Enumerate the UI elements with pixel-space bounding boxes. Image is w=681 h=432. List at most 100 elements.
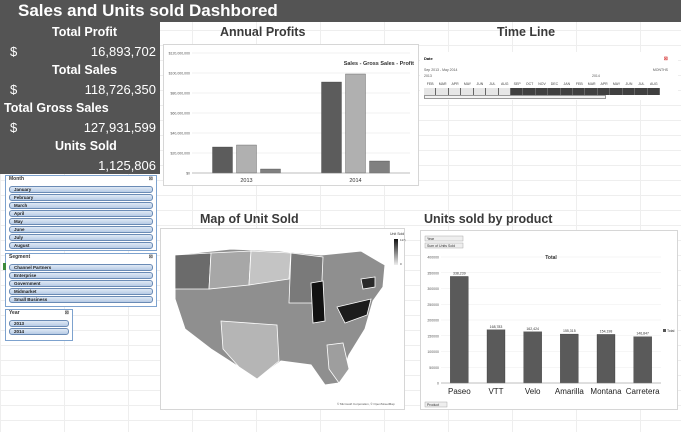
timeline-month-cell[interactable] — [535, 88, 549, 95]
month-slicer-item[interactable]: March — [9, 202, 153, 209]
dashboard-title: Sales and Units sold Dashbored — [18, 1, 278, 20]
segment-slicer-item[interactable]: Enterprise — [9, 272, 153, 279]
year-slicer-header: Year ⊠ — [6, 310, 72, 319]
month-slicer-header: Month ⊠ — [6, 176, 156, 185]
bar-velo[interactable] — [523, 331, 542, 384]
timeline-month-cell[interactable] — [473, 88, 487, 95]
total-sales-label: Total Sales — [52, 63, 118, 77]
units-by-product-chart-panel[interactable]: 0 50000 100000 150000 200000 250000 300000 3500… — [420, 230, 678, 410]
clear-filter-icon[interactable]: ⊠ — [148, 254, 153, 260]
total-gross-sales-value: 127,931,599 — [83, 120, 156, 135]
timeline-month-label: OCT — [525, 82, 534, 86]
map-legend-title: Unit Sold — [390, 232, 404, 236]
bar-gross-sales-2013[interactable] — [236, 144, 257, 174]
y-tick-label: $80,000,000 — [171, 92, 191, 96]
timeline-unit-selector[interactable]: MONTHS — [652, 68, 668, 72]
total-sales-currency: $ — [10, 82, 18, 97]
timeline-month-cell[interactable] — [597, 88, 611, 95]
segment-slicer[interactable]: Segment ⊠ Channel Partners Enterprise Gove… — [5, 253, 157, 307]
map-panel[interactable]: Unit Sold 117,000 0 © Microsoft Corporat… — [160, 228, 411, 410]
segment-slicer-item[interactable]: Government — [9, 280, 153, 287]
data-label: 338,239 — [453, 271, 466, 275]
timeline-month-cell[interactable] — [610, 88, 623, 95]
timeline-month-cell[interactable] — [424, 88, 437, 95]
year-slicer-item[interactable]: 2013 — [9, 320, 69, 327]
segment-slicer-item[interactable]: Small Business — [9, 296, 153, 303]
month-slicer-item[interactable]: April — [9, 210, 153, 217]
bar-profit-2013[interactable] — [260, 168, 281, 174]
month-slicer-title: Month — [9, 176, 24, 182]
state-region-plains — [248, 250, 292, 286]
annual-profits-chart-panel[interactable]: $0 $20,000,000 $40,000,000 $60,000,000 $80,0… — [163, 44, 419, 186]
map-title: Map of Unit Sold — [200, 212, 299, 226]
timeline-year-2013: 2013 — [424, 74, 432, 78]
bar-sales-2013[interactable] — [212, 146, 233, 174]
timeline-month-cell[interactable] — [560, 88, 574, 95]
timeline-month-cell[interactable] — [436, 88, 449, 95]
clear-filter-icon[interactable]: ⊠ — [148, 176, 153, 182]
bar-profit-2014[interactable] — [369, 160, 390, 174]
timeline-bar[interactable] — [424, 88, 661, 95]
month-slicer[interactable]: Month ⊠ January February March April May June… — [5, 175, 157, 251]
month-slicer-item[interactable]: June — [9, 226, 153, 233]
clear-filter-icon[interactable]: ⊠ — [64, 310, 69, 316]
timeline-month-cell[interactable] — [635, 88, 648, 95]
timeline-month-cell[interactable] — [486, 88, 499, 95]
segment-slicer-title: Segment — [9, 254, 31, 260]
pivot-filter-button[interactable] — [424, 235, 464, 242]
year-slicer[interactable]: Year ⊠ 2013 2014 — [5, 309, 73, 341]
timeline-month-cell[interactable] — [461, 88, 474, 95]
timeline-month-label: FEB — [426, 82, 434, 86]
month-slicer-item[interactable]: August — [9, 242, 153, 249]
timeline-month-cell[interactable] — [573, 88, 586, 95]
timeline-month-label: JUN — [625, 82, 633, 86]
units-by-product-chart: 0 50000 100000 150000 200000 250000 300000 3500… — [424, 235, 675, 408]
state-new-jersey — [360, 276, 376, 290]
timeline-scrollbar[interactable] — [424, 95, 606, 99]
x-tick-label: Paseo — [448, 387, 471, 396]
timeline-label: Date — [424, 56, 433, 61]
us-unit-sold-map: Unit Sold 117,000 0 © Microsoft Corporat… — [174, 232, 411, 406]
timeline-month-label: MAR — [587, 82, 596, 86]
timeline-month-cell[interactable] — [585, 88, 598, 95]
year-slicer-item[interactable]: 2014 — [9, 328, 69, 335]
chart-title: Total — [545, 255, 557, 261]
timeline-month-cell[interactable] — [498, 88, 511, 95]
bar-gross-sales-2014[interactable] — [345, 73, 366, 174]
y-tick-label: 200000 — [427, 319, 439, 323]
bar-vtt[interactable] — [486, 329, 506, 384]
timeline-month-cell[interactable] — [622, 88, 636, 95]
selected-cell-marker — [3, 263, 6, 270]
x-tick-label: 2014 — [349, 178, 361, 184]
month-slicer-item[interactable]: July — [9, 234, 153, 241]
timeline-month-cell[interactable] — [523, 88, 536, 95]
segment-slicer-item[interactable]: Channel Partners — [9, 264, 153, 271]
pivot-axis-button[interactable] — [424, 401, 448, 408]
month-slicer-item[interactable]: January — [9, 186, 153, 193]
timeline-month-cell[interactable] — [647, 88, 661, 95]
month-slicer-item[interactable]: May — [9, 218, 153, 225]
map-legend-max: 117,000 — [400, 238, 406, 242]
bar-montana[interactable] — [596, 334, 616, 384]
timeline-month-label: NOV — [538, 82, 546, 86]
units-by-product-title: Units sold by product — [424, 212, 553, 226]
segment-slicer-header: Segment ⊠ — [6, 254, 156, 263]
bar-sales-2014[interactable] — [321, 81, 342, 174]
bar-paseo[interactable] — [450, 276, 469, 384]
timeline-month-cell[interactable] — [448, 88, 462, 95]
pivot-filter-label: Sum of Units Sold — [427, 244, 455, 248]
state-virginia — [336, 298, 372, 324]
clear-filter-icon[interactable]: ⊠ — [663, 56, 668, 62]
pivot-filter-button[interactable] — [424, 242, 464, 249]
state-illinois — [310, 280, 326, 324]
total-gross-sales-label: Total Gross Sales — [4, 101, 109, 115]
bar-amarilla[interactable] — [560, 333, 579, 384]
bar-carretera[interactable] — [633, 336, 652, 384]
x-tick-label: VTT — [488, 387, 503, 396]
month-slicer-item[interactable]: February — [9, 194, 153, 201]
segment-slicer-item[interactable]: Midmarket — [9, 288, 153, 295]
timeline-month-cell[interactable] — [548, 88, 561, 95]
map-credit: © Microsoft Corporation, © OpenStreetMap — [337, 402, 395, 406]
timeline-month-cell[interactable] — [510, 88, 524, 95]
